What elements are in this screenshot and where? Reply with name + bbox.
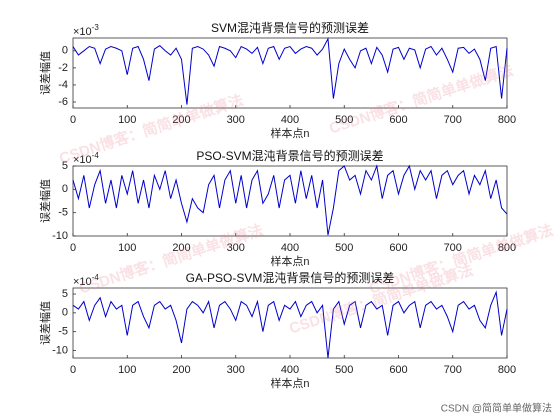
y-tick-label: 5 xyxy=(62,288,68,300)
x-tick-label: 700 xyxy=(444,242,462,254)
y-tick-label: -4 xyxy=(58,79,68,91)
y-tick-label: -5 xyxy=(58,207,68,219)
x-tick-label: 300 xyxy=(227,242,245,254)
axes-box xyxy=(72,37,508,109)
subplot-title: SVM混沌背景信号的预测误差 xyxy=(211,20,369,35)
error-line xyxy=(72,37,508,105)
x-tick-label: 100 xyxy=(118,364,136,376)
x-tick-label: 0 xyxy=(70,364,76,376)
y-axis-label: 误差幅值 xyxy=(38,179,52,223)
y-tick-label: -10 xyxy=(52,344,68,356)
axes-box xyxy=(72,287,508,359)
subplot-title: PSO-SVM混沌背景信号的预测误差 xyxy=(196,148,383,163)
y-tick-label: -6 xyxy=(58,96,68,108)
x-tick-label: 400 xyxy=(281,114,299,126)
x-tick-label: 100 xyxy=(118,242,136,254)
error-line xyxy=(72,290,508,359)
error-line xyxy=(72,164,508,236)
x-axis-label: 样本点n xyxy=(270,376,309,390)
x-tick-label: 800 xyxy=(498,364,516,376)
x-tick-label: 600 xyxy=(389,242,407,254)
x-tick-label: 500 xyxy=(335,242,353,254)
y-axis-label: 误差幅值 xyxy=(38,51,52,95)
x-tick-label: 500 xyxy=(335,364,353,376)
x-tick-label: 300 xyxy=(227,364,245,376)
exponent-power: -4 xyxy=(92,151,100,160)
exponent-base: ×10 xyxy=(73,276,92,288)
x-tick-label: 200 xyxy=(172,114,190,126)
y-exponent: ×10-3 xyxy=(73,23,99,38)
x-tick-label: 800 xyxy=(498,242,516,254)
y-tick-label: 5 xyxy=(62,160,68,172)
exponent-base: ×10 xyxy=(73,154,92,166)
x-tick-label: 0 xyxy=(70,242,76,254)
subplot-title: GA-PSO-SVM混沌背景信号的预测误差 xyxy=(186,270,395,285)
y-tick-label: -2 xyxy=(58,62,68,74)
x-tick-label: 700 xyxy=(444,114,462,126)
y-tick-label: 0 xyxy=(62,45,68,57)
x-tick-label: 500 xyxy=(335,114,353,126)
y-tick-label: 0 xyxy=(62,183,68,195)
y-tick-label: -10 xyxy=(52,230,68,242)
x-tick-label: 300 xyxy=(227,114,245,126)
x-tick-label: 200 xyxy=(172,364,190,376)
y-tick-label: 0 xyxy=(62,307,68,319)
x-tick-label: 700 xyxy=(444,364,462,376)
exponent-power: -4 xyxy=(92,273,100,282)
x-tick-label: 800 xyxy=(498,114,516,126)
x-tick-label: 400 xyxy=(281,242,299,254)
x-tick-label: 600 xyxy=(389,114,407,126)
y-exponent: ×10-4 xyxy=(73,151,99,166)
x-tick-label: 0 xyxy=(70,114,76,126)
x-tick-label: 400 xyxy=(281,364,299,376)
x-axis-label: 样本点n xyxy=(270,126,309,140)
x-axis-label: 样本点n xyxy=(270,254,309,268)
y-axis-label: 误差幅值 xyxy=(38,301,52,345)
exponent-base: ×10 xyxy=(73,26,92,38)
x-tick-label: 100 xyxy=(118,114,136,126)
x-tick-label: 200 xyxy=(172,242,190,254)
footer: CSDN @简简单单做算法 xyxy=(441,402,552,415)
y-exponent: ×10-4 xyxy=(73,273,99,288)
x-tick-label: 600 xyxy=(389,364,407,376)
y-tick-label: -5 xyxy=(58,326,68,338)
exponent-power: -3 xyxy=(92,23,100,32)
